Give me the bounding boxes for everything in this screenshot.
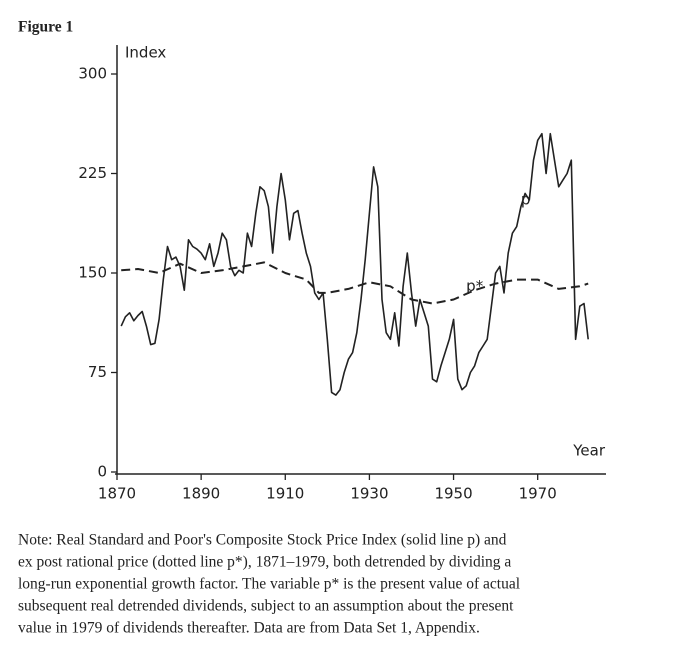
figure-label: Figure 1: [18, 19, 73, 36]
y-tick-label: 0: [97, 463, 107, 481]
y-tick-label: 300: [78, 65, 107, 83]
series-label: p*: [466, 277, 484, 295]
x-tick-label: 1950: [434, 485, 472, 503]
x-axis-label: Year: [572, 442, 606, 460]
note-line: value in 1979 of dividends thereafter. D…: [18, 620, 480, 637]
x-tick-label: 1970: [519, 485, 557, 503]
note-line: long-run exponential growth factor. The …: [18, 576, 520, 593]
note-line: ex post rational price (dotted line p*),…: [18, 554, 511, 571]
series-label: p: [521, 191, 531, 209]
x-tick-label: 1870: [98, 485, 136, 503]
x-tick-label: 1930: [350, 485, 388, 503]
x-tick-label: 1890: [182, 485, 220, 503]
y-tick-label: 150: [78, 264, 107, 282]
note-line: subsequent real detrended dividends, sub…: [18, 598, 514, 615]
series-line: [120, 132, 589, 396]
y-tick-label: 225: [78, 164, 107, 182]
y-tick-label: 75: [88, 363, 107, 381]
series-line: [121, 261, 589, 305]
x-tick-label: 1910: [266, 485, 304, 503]
note-line: Note: Real Standard and Poor's Composite…: [18, 532, 507, 549]
y-axis-label: Index: [125, 44, 166, 62]
